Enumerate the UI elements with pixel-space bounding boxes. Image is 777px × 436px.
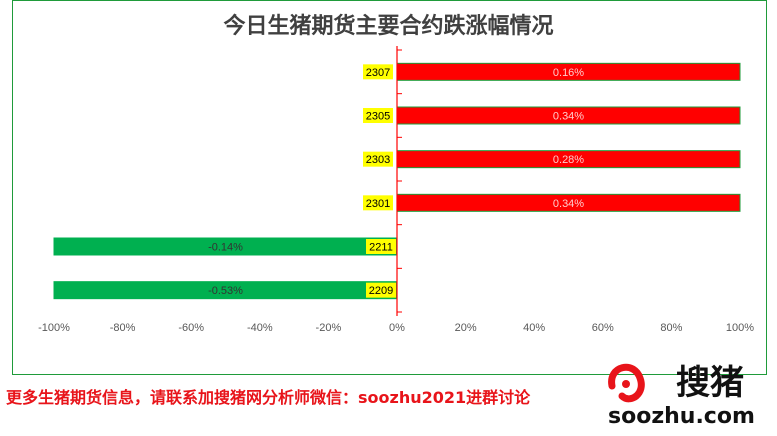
logo-mark-icon — [608, 363, 645, 403]
x-tick-label: 100% — [726, 322, 754, 334]
category-label: 2209 — [369, 285, 393, 297]
x-tick-label: 80% — [660, 322, 682, 334]
x-tick-label: 60% — [592, 322, 614, 334]
category-label-bg — [363, 151, 393, 167]
category-label-bg — [366, 239, 396, 254]
x-tick-label: -100% — [38, 322, 70, 334]
x-tick-label: 40% — [523, 322, 545, 334]
chart-frame — [12, 0, 767, 375]
bar-chart: -100% -80% -60% -40% -20% 0% 20% 40% 60% 80% 100% … — [38, 46, 754, 334]
data-label: 0.28% — [553, 154, 584, 166]
data-label: -0.14% — [208, 242, 243, 254]
x-tick-label: -80% — [110, 322, 136, 334]
category-label: 2305 — [366, 111, 390, 123]
x-tick-label: 0% — [389, 322, 405, 334]
soozhu-logo: 搜猪 — [608, 363, 744, 403]
x-tick-label: -20% — [316, 322, 342, 334]
x-tick-label: -60% — [178, 322, 204, 334]
x-tick-label: 20% — [455, 322, 477, 334]
x-tick-label: -40% — [247, 322, 273, 334]
category-label: 2211 — [369, 242, 393, 254]
data-label: 0.34% — [553, 111, 584, 123]
category-label-bg — [363, 108, 393, 123]
category-label: 2303 — [366, 154, 390, 166]
category-label-bg — [366, 282, 396, 298]
data-label: -0.53% — [208, 285, 243, 297]
data-label: 0.34% — [553, 198, 584, 210]
logo-site: soozhu.com — [608, 404, 755, 429]
footer-contact-text: 更多生猪期货信息，请联系加搜猪网分析师微信：soozhu2021进群讨论 — [6, 388, 531, 407]
data-label: 0.16% — [553, 67, 584, 79]
logo-name: 搜猪 — [676, 363, 744, 403]
category-label: 2301 — [366, 198, 390, 210]
chart-title: 今日生猪期货主要合约跌涨幅情况 — [223, 13, 554, 39]
category-label: 2307 — [366, 67, 390, 79]
category-label-bg — [363, 195, 393, 211]
category-label-bg — [363, 64, 393, 80]
